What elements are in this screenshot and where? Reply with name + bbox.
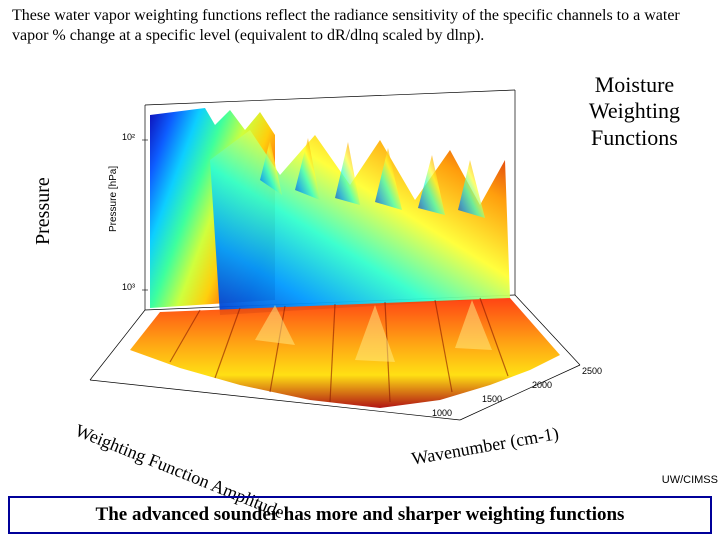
description-text: These water vapor weighting functions re… — [0, 0, 720, 50]
bottom-caption-text: The advanced sounder has more and sharpe… — [96, 504, 625, 525]
x-tick-1500: 1500 — [482, 394, 502, 404]
x-tick-1000: 1000 — [432, 408, 452, 418]
bottom-caption-box: The advanced sounder has more and sharpe… — [8, 496, 712, 534]
y-axis-label: Pressure — [32, 177, 55, 245]
x-tick-2000: 2000 — [532, 380, 552, 390]
y-tick-1000: 10³ — [122, 282, 135, 292]
attribution-text: UW/CIMSS — [662, 474, 718, 486]
x-tick-2500: 2500 — [582, 366, 602, 376]
y-tick-100: 10² — [122, 132, 135, 142]
